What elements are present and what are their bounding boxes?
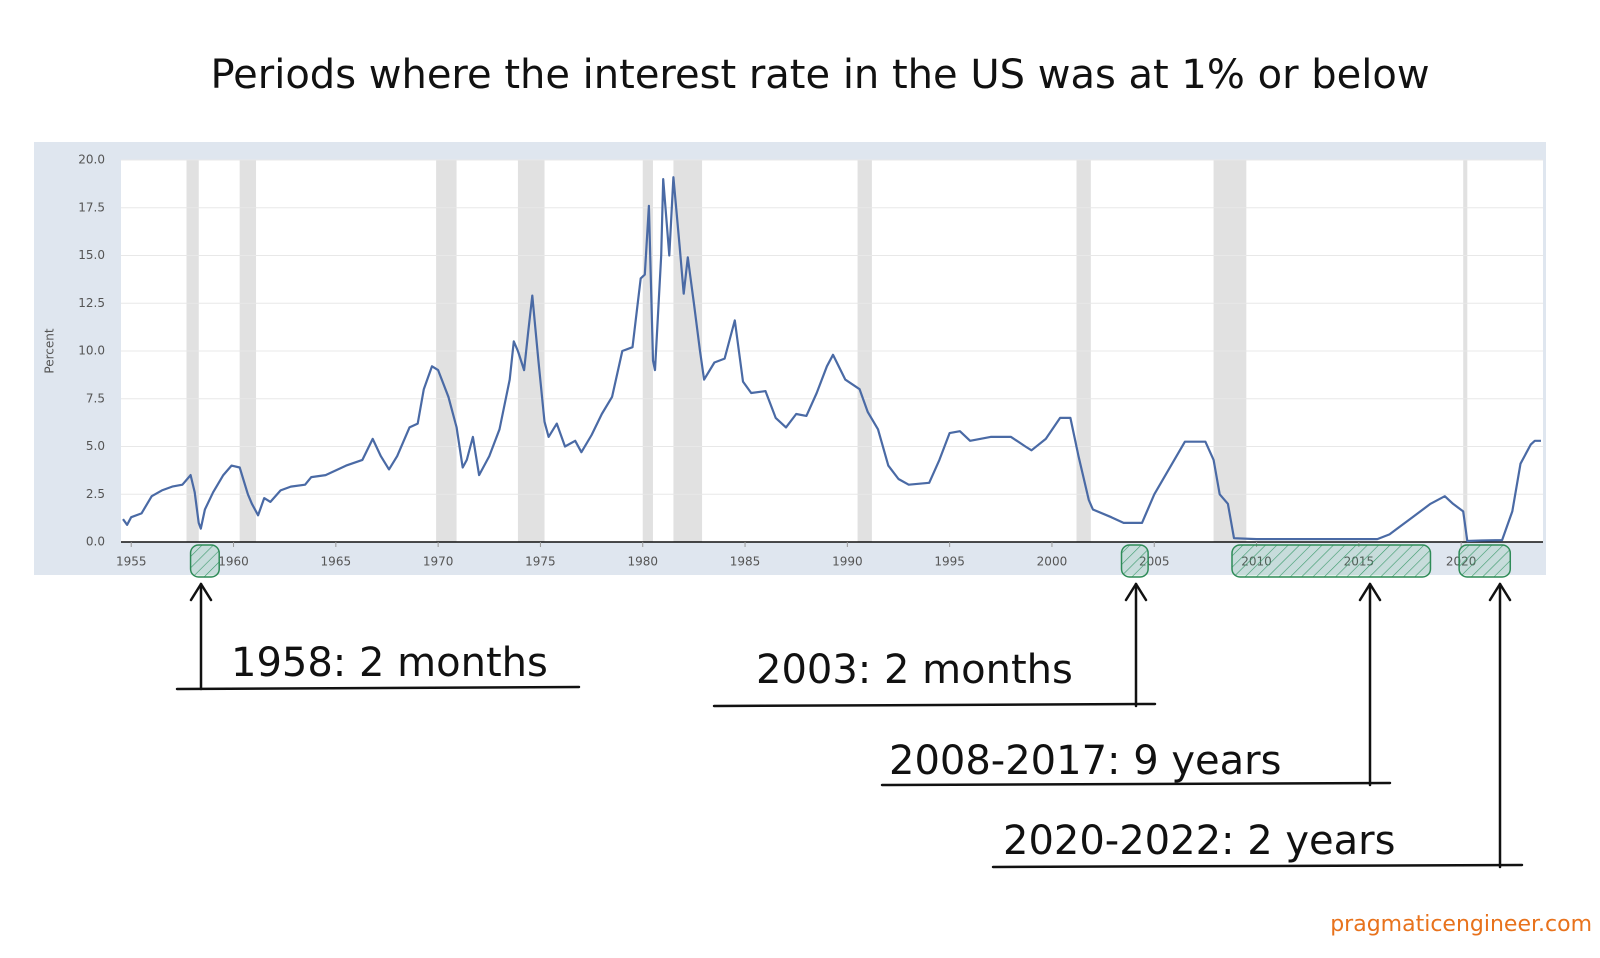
chart-title: Periods where the interest rate in the U… — [210, 52, 1429, 98]
x-tick-label: 1970 — [423, 555, 454, 569]
x-tick-label: 1975 — [525, 555, 556, 569]
y-axis-label: Percent — [43, 328, 57, 373]
rate-line — [122, 176, 1541, 543]
annotation-text: 2003: 2 months — [756, 647, 1073, 693]
y-tick-label: 20.0 — [78, 153, 105, 167]
arrow-head — [1488, 582, 1512, 602]
annotation-underline — [880, 781, 1392, 787]
footer: pragmaticengineer.com — [1330, 912, 1592, 937]
x-tick-label: 1990 — [832, 555, 863, 569]
highlight-box — [1458, 544, 1512, 578]
y-tick-label: 5.0 — [86, 439, 105, 453]
highlight-box — [1120, 544, 1149, 578]
y-tick-label: 15.0 — [78, 248, 105, 262]
arrow-head — [189, 582, 213, 602]
arrow-head — [1358, 582, 1382, 602]
x-tick-label: 1985 — [730, 555, 761, 569]
annotation-underline — [175, 685, 581, 691]
x-tick-label: 1965 — [321, 555, 352, 569]
x-tick-label: 1980 — [627, 555, 658, 569]
annotation-underline — [991, 863, 1524, 869]
annotation-text: 1958: 2 months — [231, 640, 548, 686]
y-tick-label: 2.5 — [86, 487, 105, 501]
y-tick-label: 10.0 — [78, 344, 105, 358]
y-tick-label: 12.5 — [78, 296, 105, 310]
arrow-head — [1124, 582, 1148, 602]
y-tick-label: 17.5 — [78, 200, 105, 214]
x-tick-label: 1955 — [116, 555, 147, 569]
highlight-box — [1231, 544, 1432, 578]
annotation-text: 2020-2022: 2 years — [1003, 818, 1395, 864]
x-tick-label: 1960 — [218, 555, 249, 569]
y-tick-label: 0.0 — [86, 535, 105, 549]
annotation-text: 2008-2017: 9 years — [889, 738, 1281, 784]
annotation-underline — [712, 702, 1157, 708]
y-tick-label: 7.5 — [86, 391, 105, 405]
x-tick-label: 2000 — [1037, 555, 1068, 569]
x-tick-label: 1995 — [934, 555, 965, 569]
highlight-box — [189, 544, 220, 578]
